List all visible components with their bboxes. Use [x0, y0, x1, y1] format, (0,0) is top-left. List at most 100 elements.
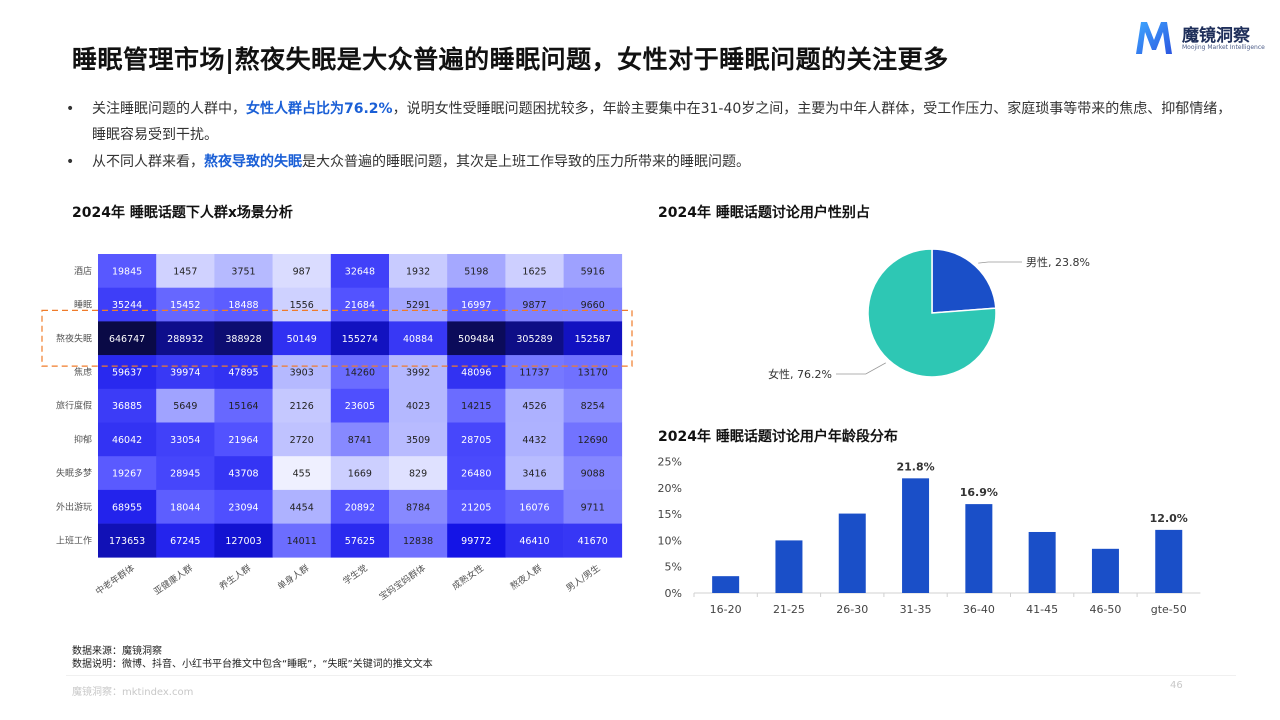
heatmap-cell: [563, 456, 623, 491]
bullet-1-highlight: 女性人群占比为76.2%: [246, 101, 393, 117]
heatmap-row-label: 外出游玩: [56, 501, 92, 513]
heatmap-cell-value: 305289: [516, 334, 552, 345]
heatmap-cell-value: 8741: [348, 435, 372, 446]
heatmap-cell: [505, 321, 564, 356]
x-tick-label: 36-40: [963, 603, 995, 616]
heatmap-cell: [330, 321, 390, 356]
heatmap-cell-value: 5649: [173, 401, 197, 412]
heatmap-cell-value: 18044: [170, 502, 200, 513]
heatmap-cell-value: 39974: [170, 367, 200, 378]
heatmap-cell: [272, 321, 332, 356]
bullet-1: • 关注睡眠问题的人群中，女性人群占比为76.2%，说明女性受睡眠问题困扰较多，…: [66, 96, 1236, 148]
heatmap-cell-value: 18488: [228, 300, 258, 311]
heatmap-cell: [447, 456, 506, 491]
heatmap-cell-value: 8784: [406, 502, 430, 513]
heatmap-cell: [330, 456, 390, 491]
heatmap-cell: [505, 355, 564, 390]
heatmap-cell-value: 20892: [345, 502, 375, 513]
y-tick-label: 0%: [665, 587, 682, 600]
x-tick-label: 21-25: [773, 603, 805, 616]
highlight-box: [41, 309, 633, 367]
heatmap-cell: [98, 321, 157, 356]
heatmap-cell-value: 32648: [345, 266, 375, 277]
y-tick-label: 25%: [658, 456, 682, 469]
age-bar: [775, 540, 803, 593]
heatmap-cell-value: 99772: [461, 536, 491, 547]
heatmap-cell-value: 47895: [228, 367, 258, 378]
brand-logo: 魔镜洞察 Moojing Market Intelligence: [1132, 18, 1265, 62]
heatmap-cell-value: 2126: [290, 401, 314, 412]
heatmap-cell: [447, 254, 506, 288]
heatmap-cell-value: 388928: [225, 334, 261, 345]
heatmap-cell-value: 14215: [461, 401, 491, 412]
heatmap-cell: [330, 254, 390, 288]
heatmap-cell: [330, 422, 390, 457]
heatmap-cell-value: 21964: [228, 435, 258, 446]
heatmap-cell: [214, 456, 273, 491]
gender-chart-title: 2024年 睡眠话题讨论用户性别占: [658, 205, 870, 221]
heatmap-cell-value: 4454: [290, 502, 314, 513]
heatmap-cell: [272, 489, 332, 524]
heatmap-cell: [389, 388, 448, 423]
x-tick-label: 46-50: [1089, 603, 1121, 616]
heatmap-cell: [505, 422, 564, 457]
heatmap-cell-value: 21684: [345, 300, 375, 311]
heatmap-cell: [389, 456, 448, 491]
heatmap-cell: [156, 254, 215, 288]
age-chart-title: 2024年 睡眠话题讨论用户年龄段分布: [658, 429, 898, 445]
heatmap-cell: [389, 422, 448, 457]
heatmap-cell-value: 1932: [406, 266, 430, 277]
pie-leader-line: [978, 261, 1022, 264]
heatmap-cell: [505, 254, 564, 288]
pie-slice-female: [867, 248, 997, 378]
bar-data-label: 16.9%: [960, 486, 998, 499]
heatmap-cell: [98, 355, 157, 390]
heatmap-column-label: 熬夜人群: [508, 562, 544, 592]
heatmap-cell-value: 23094: [228, 502, 258, 513]
logo-subtitle: Moojing Market Intelligence: [1182, 44, 1265, 51]
age-bar: [965, 504, 993, 593]
heatmap-cell: [214, 321, 273, 356]
bar-data-label: 12.0%: [1150, 512, 1188, 525]
heatmap-cell: [563, 287, 623, 322]
heatmap-cell-value: 57625: [345, 536, 375, 547]
heatmap-cell: [98, 456, 157, 491]
heatmap-cell: [272, 456, 332, 491]
bullet-2-pre: 从不同人群来看，: [92, 154, 204, 170]
heatmap-cell: [330, 287, 390, 322]
heatmap-column-label: 亚健康人群: [151, 562, 195, 598]
heatmap-cell: [272, 523, 332, 558]
heatmap-cell: [447, 321, 506, 356]
age-bar: [712, 576, 740, 593]
heatmap-column-label: 宝妈宝妈群体: [377, 562, 428, 603]
heatmap-cell-value: 3416: [522, 469, 546, 480]
heatmap-cell-value: 4526: [522, 401, 546, 412]
heatmap-cell-value: 15452: [170, 300, 200, 311]
heatmap-cell-value: 41670: [578, 536, 608, 547]
heatmap-cell-value: 28945: [170, 469, 200, 480]
heatmap-cell-value: 23605: [345, 401, 375, 412]
age-bar: [1091, 548, 1119, 593]
heatmap-cell-value: 509484: [458, 334, 494, 345]
heatmap-cell: [447, 422, 506, 457]
heatmap-cell: [389, 489, 448, 524]
heatmap-cell-value: 2720: [290, 435, 314, 446]
heatmap-cell-value: 9711: [581, 502, 605, 513]
age-bar: [1155, 529, 1183, 593]
heatmap-cell: [214, 422, 273, 457]
pie-slice-male: [931, 248, 997, 314]
x-tick-label: 31-35: [900, 603, 932, 616]
heatmap-cell: [330, 388, 390, 423]
heatmap-cell-value: 12838: [403, 536, 433, 547]
heatmap-cell-value: 19845: [112, 266, 142, 277]
x-tick-label: 41-45: [1026, 603, 1058, 616]
heatmap-row-label: 焦虑: [74, 366, 92, 378]
pie-label-male: 男性, 23.8%: [1026, 255, 1090, 269]
heatmap-cell: [563, 321, 623, 356]
heatmap-row-label: 酒店: [74, 265, 92, 277]
data-description: 数据说明：微博、抖音、小红书平台推文中包含“睡眠”，“失眠”关键词的推文文本: [72, 659, 433, 670]
heatmap-cell-value: 3992: [406, 367, 430, 378]
heatmap-cell-value: 28705: [461, 435, 491, 446]
heatmap-cell: [447, 489, 506, 524]
heatmap-cell: [98, 287, 157, 322]
